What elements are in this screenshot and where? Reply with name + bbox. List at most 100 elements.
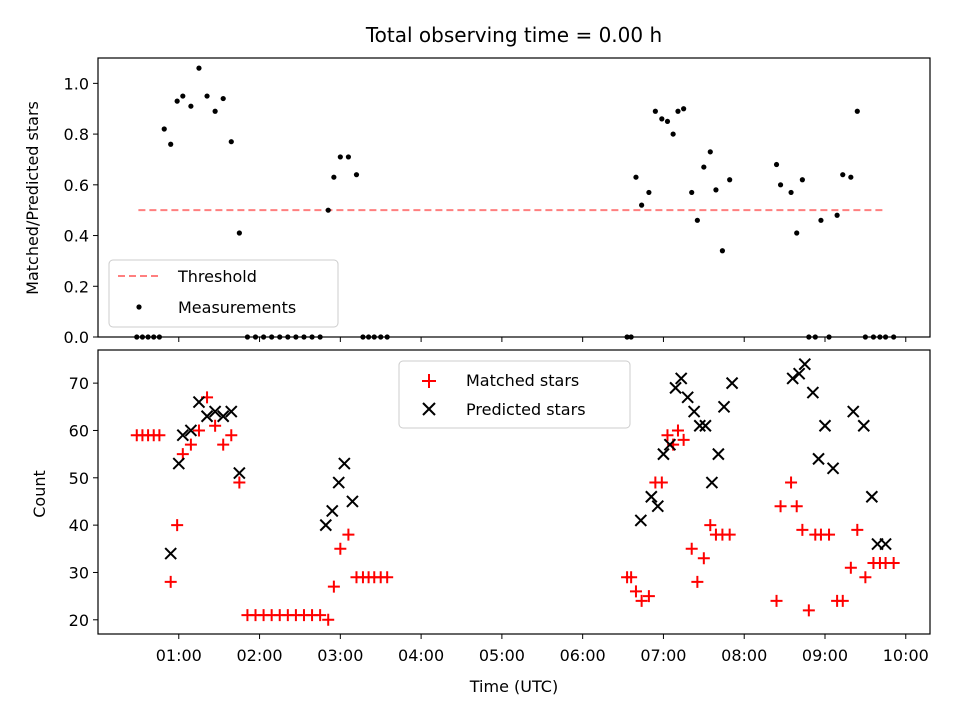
measurement-point [818,217,824,223]
measurement-point [633,174,639,180]
ratio-panel: Total observing time = 0.00 h Matched/Pr… [23,23,931,347]
measurement-point [325,207,331,213]
count-legend: Matched stars Predicted stars [398,360,631,429]
matched-star-point [704,519,717,532]
count-y-axis-label: Count [30,470,49,518]
legend-threshold-label: Threshold [177,267,257,286]
predicted-star-point [663,438,677,451]
legend-matched-label: Matched stars [466,371,579,390]
x-tick-label: 07:00 [640,646,686,665]
measurement-point [773,161,780,168]
predicted-star-point [865,490,879,503]
measurement-point [204,93,210,99]
x-tick-label: 10:00 [883,646,929,665]
predicted-star-point [792,367,806,380]
predicted-star-point [699,419,712,432]
predicted-star-point [847,405,860,418]
count-y-tick-label: 50 [69,469,89,488]
measurement-point [794,230,800,236]
predicted-star-point [645,490,658,503]
matched-star-point [802,604,815,617]
predicted-stars-series [164,357,892,560]
ratio-y-ticks: 0.0 0.2 0.4 0.6 0.8 1.0 [64,74,98,347]
count-y-tick-label: 20 [69,611,89,630]
matched-star-point [677,433,690,446]
x-tick-label: 06:00 [560,646,606,665]
matched-star-point [790,500,803,513]
predicted-star-point [786,372,799,385]
count-y-tick-label: 60 [69,421,89,440]
predicted-star-point [857,419,870,432]
predicted-star-point [200,410,214,423]
matched-star-point [314,609,327,622]
matched-star-point [887,557,900,569]
ratio-y-tick-label: 0.6 [64,176,89,195]
matched-star-point [381,571,394,584]
predicted-star-point [338,457,351,470]
count-y-tick-label: 30 [69,563,89,582]
count-legend-box [398,360,631,429]
predicted-star-point [826,462,840,475]
predicted-star-point [216,410,230,423]
measurement-point [788,189,794,196]
matched-star-point [796,523,809,536]
predicted-star-point [798,357,812,371]
matched-star-point [823,528,836,541]
count-plot-frame [97,349,931,635]
matched-star-point [723,528,736,541]
matched-star-point [184,438,197,451]
predicted-star-point [192,395,206,409]
matched-star-point [327,580,340,593]
measurement-point [639,202,645,208]
matched-star-point [164,575,177,588]
predicted-star-point [164,547,177,560]
measurement-point [675,108,681,114]
measurement-point [652,108,658,114]
predicted-star-point [806,386,820,399]
measurement-point [854,108,860,114]
x-tick-label: 01:00 [156,646,202,665]
count-y-ticks: 20 30 40 50 60 70 [69,374,98,630]
measurement-point [337,154,343,160]
matched-star-point [233,476,246,489]
measurement-point [659,116,665,122]
matched-star-point [685,542,698,555]
chart-title: Total observing time = 0.00 h [365,23,662,47]
matched-star-point [176,448,189,461]
ratio-y-tick-label: 0.2 [64,277,89,296]
matched-star-point [661,429,674,442]
count-y-tick-label: 70 [69,374,89,393]
predicted-star-point [675,372,688,385]
predicted-star-point [725,376,739,390]
matched-star-point [642,590,655,603]
x-tick-label: 02:00 [236,646,282,665]
matched-star-point [655,476,668,489]
measurement-point [174,98,180,104]
matched-star-point [334,542,347,555]
measurement-point [220,95,226,102]
ratio-plot-frame [97,57,931,338]
measurement-point [212,108,218,114]
predicted-star-point [332,476,345,489]
measurement-point [799,177,805,183]
predicted-star-point [712,447,725,461]
predicted-star-point [705,476,719,489]
matched-star-point [153,429,166,442]
predicted-star-point [717,400,731,414]
matched-star-point [217,438,230,451]
legend-measurements-swatch [136,304,142,310]
predicted-star-point [657,447,670,461]
measurement-point [664,118,671,125]
measurement-point [701,164,707,170]
measurement-point [707,149,713,155]
matched-star-point [225,429,238,442]
x-tick-label: 04:00 [398,646,444,665]
matched-star-point [629,585,642,598]
count-x-ticks: 01:00 02:00 03:00 04:00 05:00 06:00 07:00 08:00… [156,634,929,665]
x-tick-label: 05:00 [479,646,525,665]
measurement-point [777,182,784,188]
matched-star-point [859,571,872,584]
measurement-point [345,154,352,160]
measurement-point [689,189,695,196]
matched-star-point [836,594,849,607]
